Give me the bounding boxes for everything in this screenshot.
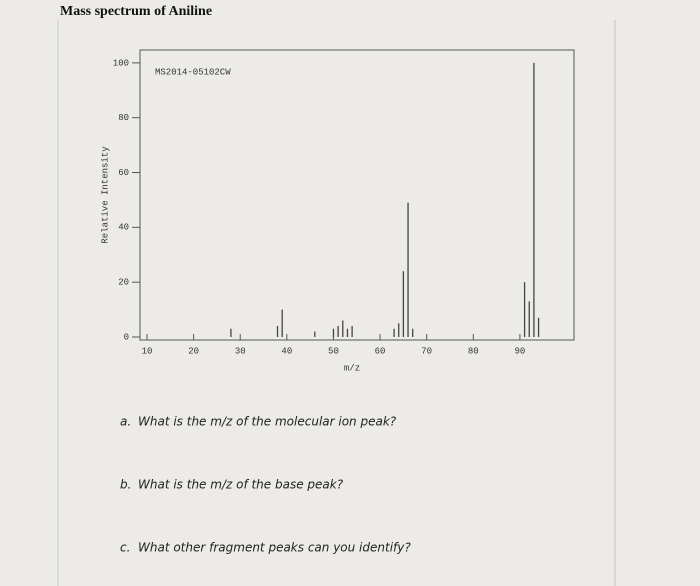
x-tick-label: 30	[235, 346, 246, 356]
y-tick-label: 100	[113, 58, 129, 68]
plot-frame	[139, 49, 575, 341]
question-text: What is the m/z of the molecular ion pea…	[138, 415, 397, 429]
x-tick-label: 50	[328, 346, 339, 356]
question-label: b.	[120, 478, 131, 492]
question-text: What other fragment peaks can you identi…	[138, 541, 411, 555]
x-tick-label: 20	[188, 346, 199, 356]
questions: a. What is the m/z of the molecular ion …	[120, 415, 411, 555]
x-tick-label: 60	[375, 346, 386, 356]
y-tick-label: 60	[118, 168, 129, 178]
x-tick-label: 70	[421, 346, 432, 356]
question-label: a.	[120, 415, 131, 429]
question-text: What is the m/z of the base peak?	[138, 478, 344, 492]
y-tick-label: 0	[124, 332, 129, 342]
annotation: MS2014-05102CW	[155, 67, 231, 77]
x-tick-label: 40	[281, 346, 292, 356]
y-tick-label: 40	[118, 223, 129, 233]
page-title: Mass spectrum of Aniline	[60, 4, 212, 19]
x-tick-label: 90	[515, 346, 526, 356]
x-tick-label: 10	[142, 346, 153, 356]
y-axis-label: Relative Intensity	[100, 146, 110, 244]
y-tick-label: 80	[118, 113, 129, 123]
x-axis-label: m/z	[344, 363, 360, 373]
y-tick-label: 20	[118, 278, 129, 288]
question-label: c.	[120, 541, 130, 555]
x-tick-label: 80	[468, 346, 479, 356]
